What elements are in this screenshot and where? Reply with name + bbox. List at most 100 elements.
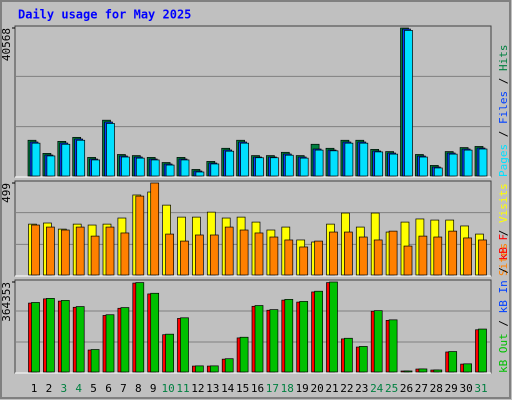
x-tick-label: 2 — [46, 382, 53, 395]
bar — [91, 159, 100, 177]
bar — [463, 363, 472, 373]
x-tick-label: 27 — [415, 382, 428, 395]
bar — [120, 307, 130, 373]
y-tick-label: 499 — [0, 183, 13, 203]
x-tick-label: 9 — [150, 382, 157, 395]
x-tick-label: 30 — [459, 382, 472, 395]
bar — [448, 153, 458, 177]
legend-entry: Pages — [497, 144, 510, 177]
bar — [404, 30, 413, 177]
x-tick-label: 22 — [340, 382, 353, 395]
legend-separator: / — [497, 260, 510, 280]
bar — [225, 150, 235, 177]
bar — [314, 149, 324, 177]
bar — [463, 237, 472, 276]
bar — [240, 142, 249, 177]
bar — [373, 310, 383, 373]
bar — [105, 314, 115, 373]
bar — [209, 365, 219, 373]
x-tick-label: 14 — [221, 382, 235, 395]
bar — [388, 319, 398, 373]
x-tick-label: 6 — [105, 382, 112, 395]
x-tick-label: 28 — [430, 382, 443, 395]
chart-title: Daily usage for May 2025 — [18, 8, 191, 22]
bar — [106, 123, 115, 177]
bar — [284, 239, 294, 276]
legend: Sites / Visits — [497, 183, 510, 276]
legend-entry: kB In — [497, 280, 510, 313]
legend-entry: kB F — [497, 234, 510, 261]
bar — [209, 234, 219, 276]
bar — [239, 229, 249, 276]
bar — [299, 301, 309, 373]
bar — [195, 171, 205, 177]
bar — [269, 309, 279, 373]
x-tick-label: 19 — [296, 382, 309, 395]
bar — [299, 157, 309, 177]
x-tick-label: 24 — [370, 382, 384, 395]
bar — [180, 159, 190, 177]
bar — [180, 240, 189, 276]
bar — [269, 236, 279, 276]
bar — [31, 302, 40, 373]
legend-separator: / — [497, 71, 510, 91]
legend-entry: kB Out — [497, 333, 510, 373]
bar — [433, 167, 443, 177]
bar — [224, 226, 234, 276]
x-tick-label: 1 — [31, 382, 38, 395]
x-tick-label: 25 — [385, 382, 398, 395]
bar — [254, 305, 264, 373]
bar — [46, 155, 56, 177]
bar — [46, 298, 55, 373]
x-tick-label: 13 — [206, 382, 219, 395]
bar — [60, 229, 70, 276]
bar — [270, 157, 279, 177]
bar — [135, 195, 145, 276]
bar — [165, 164, 175, 177]
bar — [31, 224, 40, 276]
bar — [254, 232, 264, 276]
bar — [418, 368, 428, 373]
legend-separator: / — [497, 124, 510, 144]
y-tick-label: 40568 — [0, 28, 13, 61]
legend: Pages / Files / Hits — [497, 45, 510, 178]
x-tick-label: 17 — [266, 382, 279, 395]
legend-separator: / — [497, 313, 510, 333]
bar — [150, 292, 160, 373]
x-tick-label: 16 — [251, 382, 264, 395]
bar — [135, 157, 145, 177]
x-tick-label: 10 — [161, 382, 174, 395]
bar — [344, 337, 353, 373]
bar — [46, 226, 55, 276]
x-tick-label: 3 — [60, 382, 67, 395]
bar — [388, 230, 398, 276]
bar — [180, 317, 189, 373]
x-tick-label: 12 — [191, 382, 204, 395]
bar — [344, 231, 353, 276]
bar — [90, 349, 100, 373]
bar — [76, 139, 86, 177]
bar — [419, 156, 428, 177]
bar — [314, 240, 323, 276]
bar — [150, 159, 160, 177]
x-tick-label: 15 — [236, 382, 249, 395]
bar — [478, 148, 488, 177]
bar — [329, 281, 338, 373]
bar — [284, 154, 294, 177]
bar — [358, 346, 368, 373]
bar — [75, 306, 85, 373]
bar — [478, 328, 487, 373]
bar — [255, 157, 264, 177]
legend-entry: Hits — [497, 45, 510, 72]
bar — [284, 299, 294, 373]
x-tick-label: 4 — [75, 382, 82, 395]
x-tick-label: 26 — [400, 382, 413, 395]
bar — [90, 235, 100, 276]
bar — [373, 239, 383, 276]
legend: kB Out / kB In / kB F — [497, 234, 510, 373]
bar — [344, 142, 354, 177]
x-tick-label: 11 — [176, 382, 189, 395]
bar — [120, 232, 130, 276]
legend-entry: Files — [497, 91, 510, 124]
